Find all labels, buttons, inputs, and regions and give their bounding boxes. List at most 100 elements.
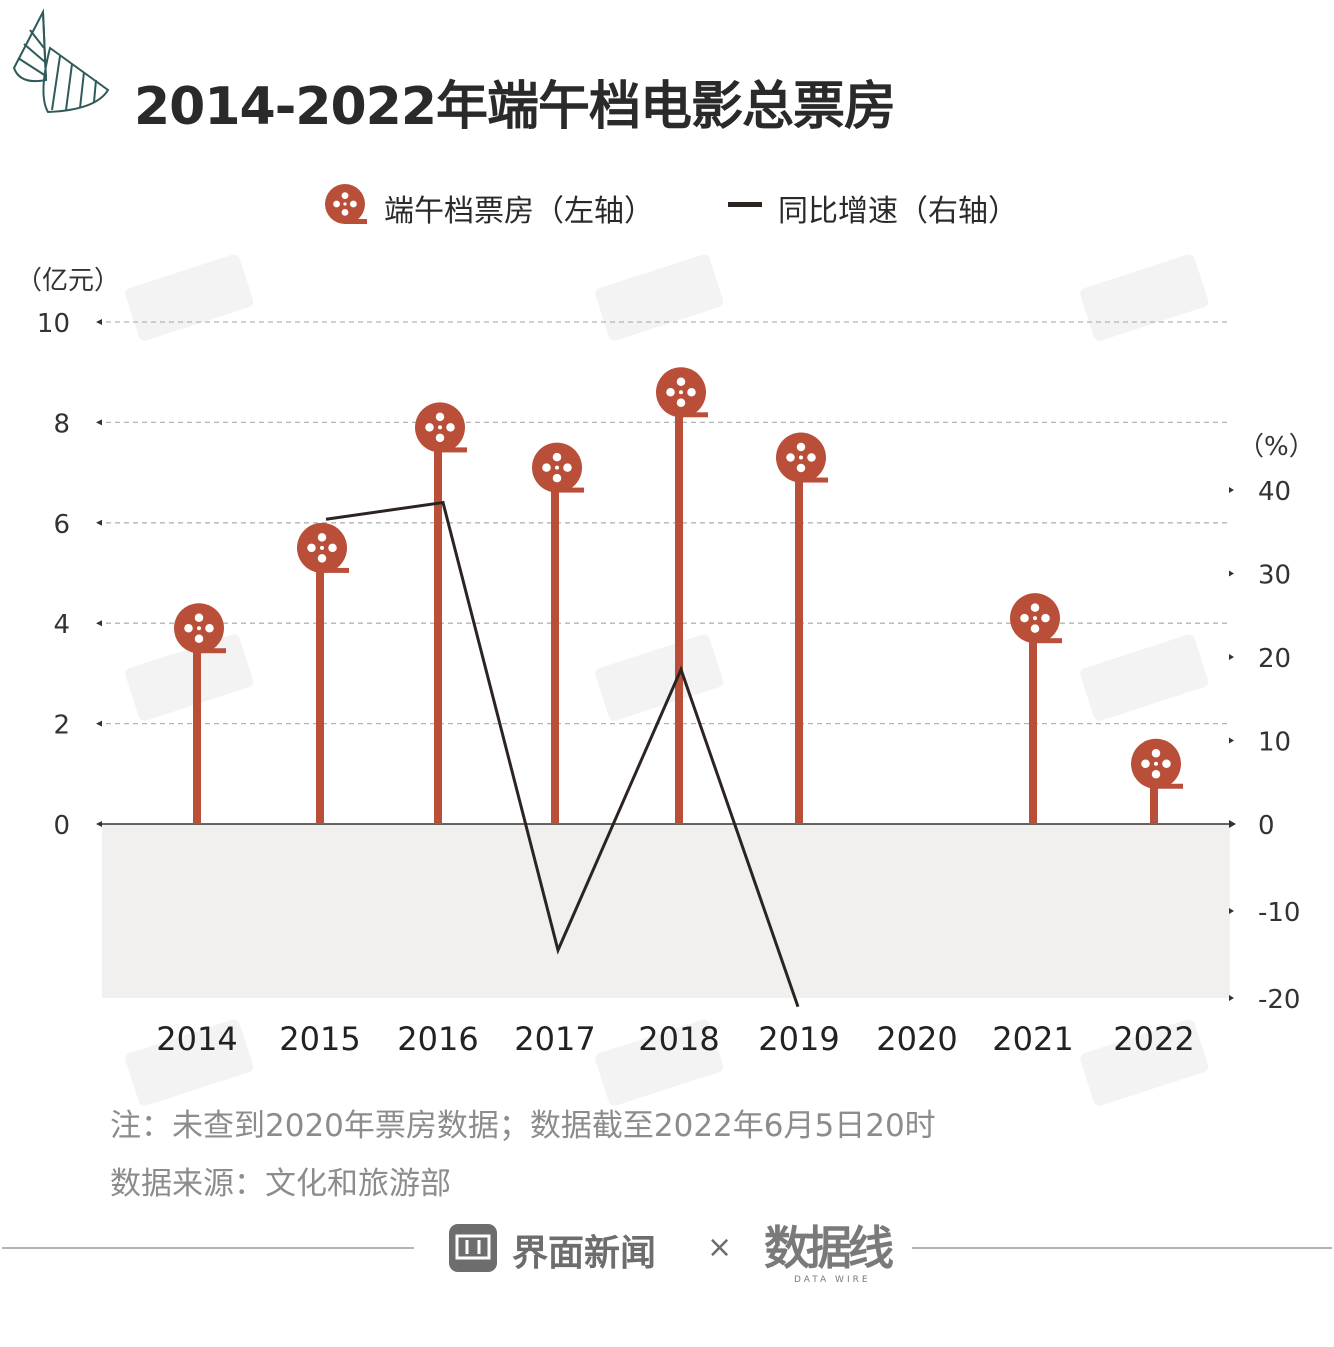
watermark [595, 634, 724, 721]
footer-brand: 界面新闻 [512, 1233, 657, 1274]
legend-label-growth: 同比增速（右轴） [778, 194, 1018, 229]
x-tick-label: 2017 [514, 1020, 595, 1058]
watermark-mark [1080, 254, 1209, 341]
watermark-mark [1080, 1019, 1209, 1106]
bar [434, 427, 442, 824]
reel-hole [307, 543, 316, 553]
watermark-mark [125, 1019, 254, 1106]
watermark-mark [125, 634, 254, 721]
bar [795, 457, 803, 824]
zongzi-icon [12, 8, 110, 114]
right-tick-label: -10 [1258, 898, 1300, 928]
reel-hole [328, 543, 337, 553]
reel-tail [681, 412, 708, 418]
x-tick-label: 2016 [397, 1020, 478, 1058]
reel-hole [425, 423, 434, 432]
x-tick-label: 2019 [758, 1020, 839, 1058]
reel-hole [194, 634, 204, 643]
bar [1029, 618, 1037, 824]
reel-hole [679, 390, 683, 395]
x-tick-label: 2022 [1113, 1020, 1194, 1058]
bar-reel-marker [1131, 738, 1183, 789]
bar-reel-marker [776, 432, 828, 483]
left-tick-marker [96, 519, 102, 526]
right-tick-label: 20 [1258, 644, 1291, 674]
x-tick-label: 2015 [279, 1020, 360, 1058]
reel-hole [555, 465, 559, 470]
legend-label-box-office: 端午档票房（左轴） [384, 194, 654, 229]
reel-hole [317, 533, 327, 542]
legend-reel-icon [325, 184, 367, 224]
reel-hole [676, 377, 686, 387]
bar-reel-marker [297, 522, 349, 573]
bar-reel-marker [174, 603, 226, 654]
reel-hole [552, 452, 562, 462]
bar [316, 547, 324, 824]
left-axis-unit: （亿元） [16, 266, 121, 296]
reel-hole [320, 545, 324, 550]
reel-hole [435, 412, 445, 422]
data-source: 数据来源：文化和旅游部 [110, 1166, 451, 1202]
watermark [1080, 254, 1209, 341]
reel-hole [1020, 613, 1029, 623]
watermark [125, 1019, 254, 1106]
reel-hole [333, 200, 340, 208]
partner-logo: 数据线 [764, 1221, 894, 1275]
reel-hole [184, 623, 193, 633]
jiemian-logo-icon [449, 1224, 497, 1272]
reel-hole [197, 626, 201, 631]
growth-line [325, 500, 800, 1008]
footer-graphics [2, 1224, 1332, 1272]
right-tick-marker [1229, 654, 1234, 660]
reel-hole [1030, 603, 1040, 612]
reel-hole [799, 455, 803, 460]
reel-hole [341, 192, 349, 200]
bar [551, 467, 559, 824]
right-tick-label: -20 [1258, 985, 1300, 1015]
right-tick-label: 40 [1258, 477, 1291, 507]
right-tick-marker [1229, 995, 1234, 1001]
reel-hole [194, 613, 204, 622]
reel-hole [1154, 761, 1158, 766]
watermark-mark [595, 254, 724, 341]
reel-hole [341, 209, 349, 216]
x-tick-label: 2020 [876, 1020, 957, 1058]
reel-hole [542, 463, 551, 472]
bar-reel-marker [532, 442, 584, 493]
reel-hole [1151, 749, 1161, 758]
reel-tail [440, 447, 467, 453]
axis-arrow [1229, 820, 1236, 828]
bar-reel-marker [1010, 593, 1062, 644]
plot-area: 0 2 4 6 8 10 -20 -10 0 10 20 30 40 2014 2015 2016 2017 20… [37, 184, 1300, 1058]
reel-hole [563, 463, 572, 472]
x-tick-label: 2014 [156, 1020, 237, 1058]
legend-line-icon [728, 202, 762, 207]
reel-hole [796, 463, 806, 473]
reel-hole [666, 388, 675, 397]
reel-hole [1033, 616, 1037, 621]
reel-tail [801, 477, 828, 483]
bar [675, 392, 683, 824]
x-tick-label: 2018 [638, 1020, 719, 1058]
reel-hole [1151, 770, 1161, 779]
reel-hole [1141, 759, 1150, 769]
footer-times: × [707, 1230, 733, 1265]
reel-hole [350, 200, 357, 208]
reel-hole [343, 202, 347, 206]
right-tick-label: 30 [1258, 561, 1291, 591]
reel-hole [807, 453, 816, 462]
right-tick-marker [1229, 487, 1234, 493]
reel-hole [796, 442, 806, 452]
right-tick-marker [1229, 570, 1234, 577]
watermark [125, 254, 254, 341]
negative-band [102, 824, 1230, 998]
x-tick-label: 2021 [992, 1020, 1073, 1058]
reel-hole [438, 425, 442, 430]
reel-tail [345, 219, 367, 224]
left-tick-label: 4 [53, 610, 70, 640]
page-title: 2014-2022年端午档电影总票房 [134, 77, 896, 137]
reel-hole [1030, 624, 1040, 633]
reel-hole [687, 388, 696, 397]
bar [193, 628, 201, 824]
